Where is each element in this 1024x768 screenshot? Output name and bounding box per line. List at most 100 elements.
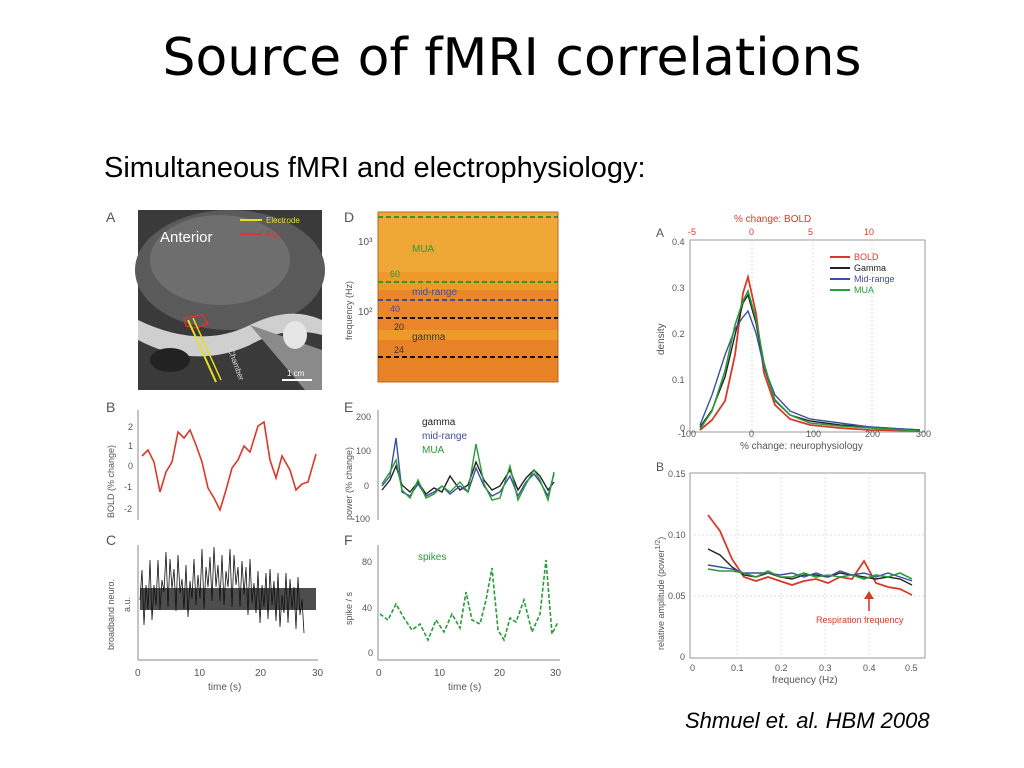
right-panel-a-xlabel: % change: neurophysiology: [740, 441, 863, 452]
right-panel-a-xtick: -100: [678, 429, 696, 439]
panel-label-f: F: [344, 532, 353, 548]
right-panel-b-xtick: 0.1: [731, 663, 744, 673]
panel-f-spikes-line: [379, 559, 559, 643]
panel-f-legend: spikes: [418, 552, 446, 563]
panel-e-mua-line: [381, 443, 555, 503]
panel-label-c: C: [106, 532, 116, 548]
right-panel-b-ytick: 0.10: [668, 530, 686, 540]
panel-c-unit: a.u.: [122, 597, 132, 612]
panel-d-edge-3: 20: [394, 322, 404, 332]
panel-b-ytick: 0: [128, 461, 133, 471]
right-panel-a-xtick: 0: [749, 429, 754, 439]
slide-subtitle: Simultaneous fMRI and electrophysiology:: [104, 152, 646, 184]
citation: Shmuel et. al. HBM 2008: [685, 708, 930, 733]
right-panel-a-density-plot: A % change: BOLD -5 0 5 10 0.4 0.3 0.2 0…: [656, 214, 931, 452]
right-panel-b-amplitude-plot: B 0.15 0.10 0.05 0 relative amplitude (p…: [655, 460, 926, 685]
panel-c-xtick: 0: [135, 668, 141, 679]
panel-a-scale-label: 1 cm: [287, 369, 305, 378]
panel-e-ytick: 200: [356, 412, 371, 422]
panel-f-xtick: 30: [550, 668, 562, 679]
panel-d-band-gamma: gamma: [412, 332, 446, 343]
panel-b-bold-plot: 2 1 0 -1 -2 BOLD (% change): [106, 410, 317, 520]
panel-f-ytick: 0: [368, 648, 373, 658]
panel-c-ylabel: broadband neuro.: [106, 579, 116, 650]
panel-a-anterior-label: Anterior: [160, 229, 213, 246]
panel-d-edge-1: 60: [390, 269, 400, 279]
right-panel-a-xtick: 300: [916, 429, 931, 439]
panel-f-xtick: 10: [434, 668, 446, 679]
panel-e-ytick: 0: [364, 481, 369, 491]
panel-d-ytick-100: 10²: [358, 307, 373, 318]
panel-a-mri-image: Anterior Electrode ROI Chamber 1 cm: [135, 210, 325, 390]
right-panel-b-xtick: 0.3: [819, 663, 832, 673]
right-panel-b-xtick: 0.4: [863, 663, 876, 673]
right-panel-a-mua-line: [699, 288, 921, 432]
right-panel-a-xtick: 200: [865, 429, 880, 439]
right-panel-b-mua-line: [707, 568, 913, 580]
panel-d-edge-4: 24: [394, 345, 404, 355]
panel-c-xtick: 30: [312, 668, 324, 679]
right-panel-b-annotation: Respiration frequency: [816, 615, 904, 625]
right-panel-b-ytick: 0.15: [668, 469, 686, 479]
panel-c-xlabel: time (s): [208, 682, 241, 693]
panel-b-ytick: 1: [128, 441, 133, 451]
left-figure: A D B E C F Anterior Electrode ROI Chamb…: [106, 209, 562, 693]
panel-d-spectrogram: MUA mid-range gamma 60 40 20 24 10³ 10² …: [344, 211, 559, 383]
panel-f-ylabel: spike / s: [344, 591, 354, 625]
panel-e-legend-midrange: mid-range: [422, 431, 467, 442]
panel-f-xtick: 0: [376, 668, 382, 679]
right-panel-b-xtick: 0.5: [905, 663, 918, 673]
panel-d-ytick-1000: 10³: [358, 237, 373, 248]
panel-d-band-midrange: mid-range: [412, 287, 457, 298]
right-panel-b-xtick: 0: [690, 663, 695, 673]
panel-f-spikes-plot: 80 40 0 spike / s spikes 0 10 20 30 time…: [344, 545, 562, 693]
panel-d-edge-2: 40: [390, 304, 400, 314]
panel-b-ytick: -1: [124, 482, 132, 492]
panel-d-ylabel: frequency (Hz): [344, 281, 354, 340]
right-panel-a-legend-mua: MUA: [854, 285, 874, 295]
right-panel-a-top-tick: -5: [688, 227, 696, 237]
panel-label-b: B: [106, 399, 115, 415]
panel-e-ytick: -100: [352, 514, 370, 524]
right-panel-a-top-tick: 5: [808, 227, 813, 237]
right-panel-a-top-tick: 0: [749, 227, 754, 237]
panel-f-ytick: 80: [362, 557, 372, 567]
right-panel-a-legend-bold: BOLD: [854, 252, 879, 262]
right-panel-a-top-tick: 10: [864, 227, 874, 237]
panel-e-midrange-line: [381, 437, 555, 498]
right-figure: A % change: BOLD -5 0 5 10 0.4 0.3 0.2 0…: [655, 214, 931, 685]
right-panel-a-top-axis-label: % change: BOLD: [734, 214, 811, 225]
panel-e-legend-mua: MUA: [422, 445, 445, 456]
right-panel-a-ytick: 0.3: [672, 283, 685, 293]
panel-f-ytick: 40: [362, 603, 372, 613]
right-panel-a-ytick: 0.4: [672, 237, 685, 247]
right-panel-b-ytick: 0: [680, 652, 685, 662]
right-panel-b-xtick: 0.2: [775, 663, 788, 673]
right-panel-a-legend-midrange: Mid-range: [854, 274, 895, 284]
right-panel-a-ytick: 0.2: [672, 329, 685, 339]
panel-c-xtick: 20: [255, 668, 267, 679]
respiration-arrow-head: [864, 591, 874, 599]
panel-b-bold-line: [141, 420, 317, 513]
right-panel-a-ytick: 0: [680, 423, 685, 433]
right-panel-b-ylabel: relative amplitude (power1/2): [655, 537, 666, 650]
panel-b-ylabel: BOLD (% change): [106, 445, 116, 518]
right-panel-a-xtick: 100: [806, 429, 821, 439]
panel-e-ylabel: power (% change): [344, 447, 354, 520]
panel-c-broadband-plot: broadband neuro. a.u. 0 10 20 30 time (s…: [106, 545, 324, 693]
right-panel-a-ylabel: density: [656, 323, 667, 355]
panel-b-ytick: -2: [124, 504, 132, 514]
right-panel-a-label: A: [656, 226, 664, 240]
panel-a-legend-roi: ROI: [266, 230, 280, 239]
panel-e-gamma-line: [381, 460, 555, 496]
panel-d-band-mua: MUA: [412, 244, 435, 255]
panel-b-ytick: 2: [128, 422, 133, 432]
panel-e-power-plot: 200 100 0 -100 power (% change) gamma mi…: [344, 410, 555, 524]
panel-label-d: D: [344, 209, 354, 225]
panel-c-xtick: 10: [194, 668, 206, 679]
panel-a-legend-electrode: Electrode: [266, 216, 300, 225]
right-panel-b-ytick: 0.05: [668, 591, 686, 601]
panel-label-a: A: [106, 209, 116, 225]
right-panel-a-legend-gamma: Gamma: [854, 263, 886, 273]
right-panel-b-label: B: [656, 460, 664, 474]
